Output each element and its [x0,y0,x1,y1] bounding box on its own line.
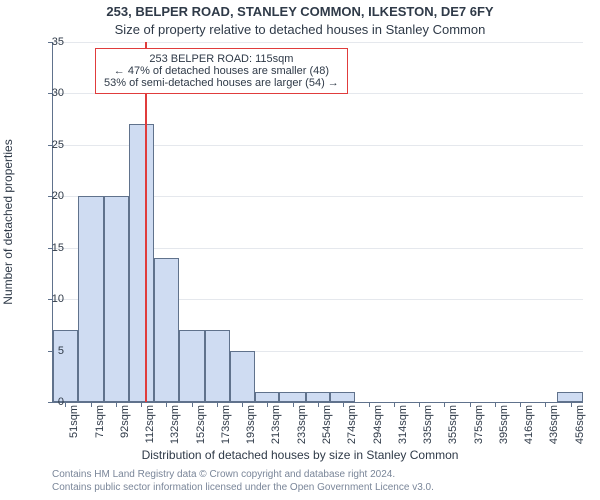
ytick-label: 15 [34,242,64,254]
xtick-label: 314sqm [397,405,409,444]
histogram-bar [557,392,583,402]
ytick-label: 35 [34,36,64,48]
property-infobox: 253 BELPER ROAD: 115sqm← 47% of detached… [95,48,348,94]
xtick-label: 254sqm [321,405,333,444]
xtick-mark [242,402,243,407]
histogram-bar [179,330,205,402]
property-marker-line [145,42,147,402]
xtick-label: 416sqm [523,405,535,444]
xtick-mark [571,402,572,407]
xtick-label: 173sqm [220,405,232,444]
xtick-mark [267,402,268,407]
xtick-label: 436sqm [548,405,560,444]
xtick-mark [369,402,370,407]
y-axis-label: Number of detached properties [1,139,15,304]
ytick-label: 5 [34,345,64,357]
footer-text: Contains HM Land Registry data © Crown c… [52,468,434,494]
xtick-mark [141,402,142,407]
histogram-bar [154,258,179,402]
xtick-mark [192,402,193,407]
xtick-label: 71sqm [94,405,106,438]
footer-line2: Contains public sector information licen… [52,481,434,494]
histogram-bar [129,124,154,402]
xtick-mark [343,402,344,407]
ytick-label: 10 [34,293,64,305]
xtick-mark [545,402,546,407]
ytick-label: 30 [34,87,64,99]
xtick-label: 132sqm [169,405,181,444]
xtick-label: 233sqm [296,405,308,444]
plot-area: 253 BELPER ROAD: 115sqm← 47% of detached… [52,42,583,403]
xtick-label: 355sqm [447,405,459,444]
histogram-bar [104,196,129,402]
xtick-mark [166,402,167,407]
xtick-label: 456sqm [574,405,586,444]
histogram-bar [230,351,255,402]
xtick-mark [495,402,496,407]
xtick-label: 335sqm [422,405,434,444]
xtick-mark [394,402,395,407]
xtick-label: 51sqm [68,405,80,438]
xtick-mark [91,402,92,407]
x-axis-label: Distribution of detached houses by size … [0,448,600,462]
infobox-line3: 53% of semi-detached houses are larger (… [104,77,339,89]
footer-line1: Contains HM Land Registry data © Crown c… [52,468,434,481]
chart-title-main: 253, BELPER ROAD, STANLEY COMMON, ILKEST… [0,4,600,19]
xtick-label: 395sqm [498,405,510,444]
xtick-mark [217,402,218,407]
xtick-label: 193sqm [245,405,257,444]
xtick-mark [65,402,66,407]
histogram-bar [78,196,104,402]
grid-line [53,42,583,43]
infobox-line2: ← 47% of detached houses are smaller (48… [104,65,339,77]
xtick-label: 92sqm [119,405,131,438]
histogram-bar [255,392,280,402]
xtick-mark [318,402,319,407]
chart-container: 253, BELPER ROAD, STANLEY COMMON, ILKEST… [0,0,600,500]
xtick-label: 274sqm [346,405,358,444]
infobox-line1: 253 BELPER ROAD: 115sqm [104,53,339,65]
xtick-label: 152sqm [195,405,207,444]
xtick-label: 375sqm [473,405,485,444]
xtick-mark [470,402,471,407]
xtick-label: 112sqm [144,405,156,443]
xtick-mark [116,402,117,407]
histogram-bar [306,392,331,402]
xtick-mark [444,402,445,407]
histogram-bar [205,330,230,402]
xtick-mark [293,402,294,407]
histogram-bar [330,392,355,402]
xtick-label: 213sqm [270,405,282,444]
ytick-label: 20 [34,190,64,202]
ytick-label: 25 [34,139,64,151]
histogram-bar [53,330,78,402]
xtick-mark [520,402,521,407]
ytick-label: 0 [34,396,64,408]
xtick-label: 294sqm [372,405,384,444]
histogram-bar [279,392,305,402]
chart-title-sub: Size of property relative to detached ho… [0,22,600,37]
xtick-mark [419,402,420,407]
